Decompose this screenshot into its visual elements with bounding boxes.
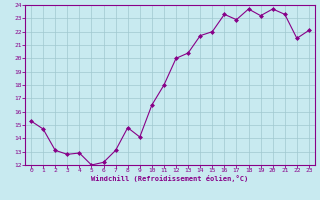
X-axis label: Windchill (Refroidissement éolien,°C): Windchill (Refroidissement éolien,°C)	[92, 175, 249, 182]
